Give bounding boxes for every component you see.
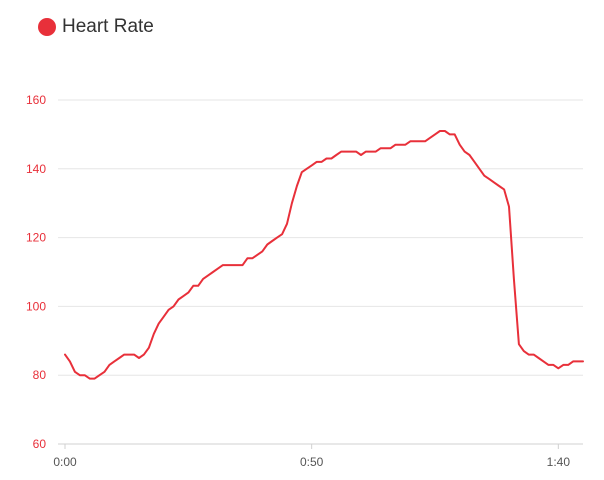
series-line-heart-rate xyxy=(64,130,584,380)
y-tick-label: 160 xyxy=(26,93,46,107)
grid-layer xyxy=(58,99,583,445)
x-tick-label: 0:00 xyxy=(53,455,77,469)
y-tick-label: 80 xyxy=(33,368,47,382)
y-tick-label: 120 xyxy=(26,231,46,245)
legend-label: Heart Rate xyxy=(62,16,154,37)
series-layer xyxy=(64,130,584,380)
legend-marker xyxy=(38,18,56,36)
y-tick-label: 140 xyxy=(26,162,46,176)
y-axis-ticks: 60 80 100 120 140 160 xyxy=(26,93,46,451)
y-tick-label: 60 xyxy=(33,437,47,451)
x-tick-label: 0:50 xyxy=(300,455,324,469)
x-tick-label: 1:40 xyxy=(547,455,571,469)
y-tick-label: 100 xyxy=(26,299,46,313)
x-axis-ticks: 0:00 0:50 1:40 xyxy=(53,444,570,469)
legend: Heart Rate xyxy=(38,16,154,38)
